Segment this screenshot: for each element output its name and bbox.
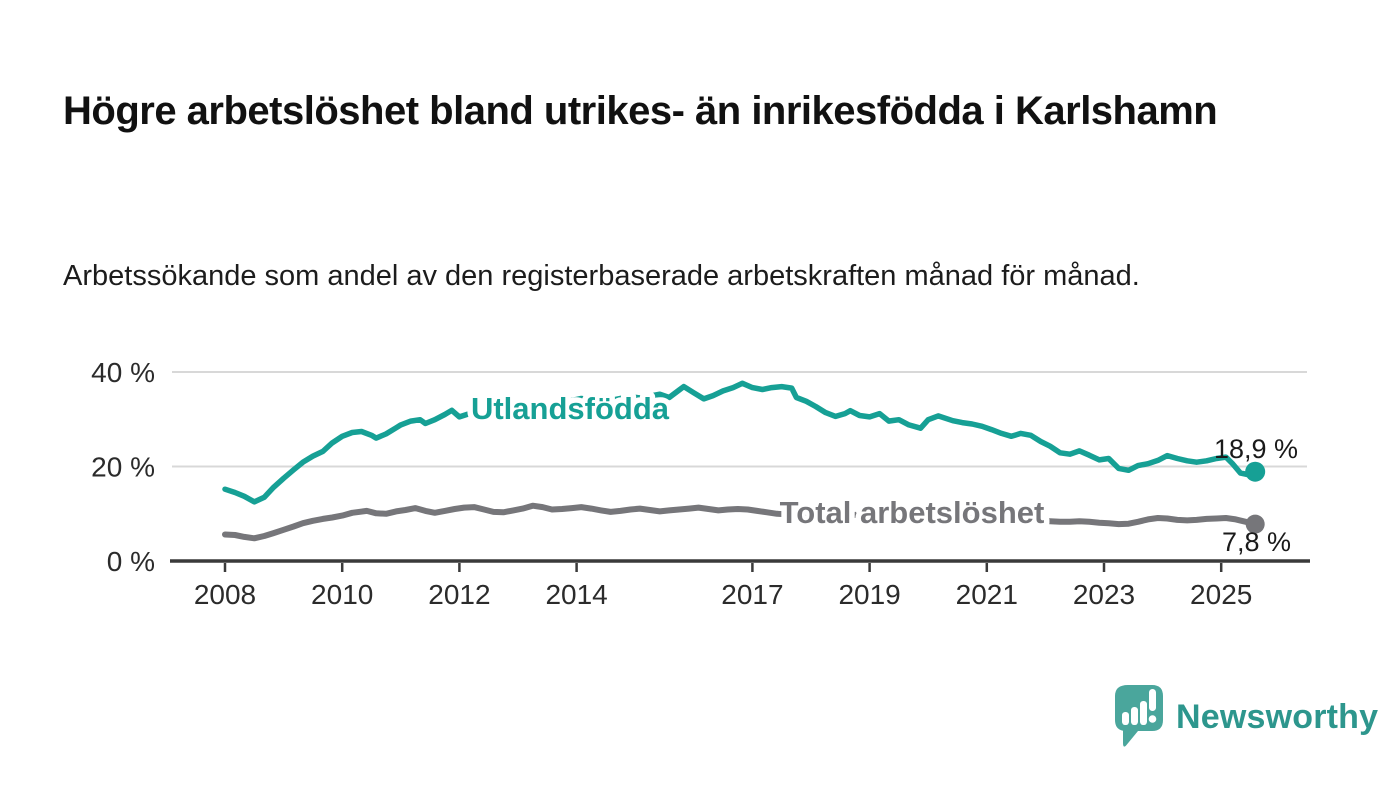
exclamation-bar-icon xyxy=(1149,689,1156,711)
brand-text: Newsworthy xyxy=(1176,697,1379,736)
bar-icon-small xyxy=(1122,712,1129,725)
series-label-total: Total arbetslöshet xyxy=(780,495,1045,530)
y-axis-label-20: 20 % xyxy=(91,451,155,482)
x-tick-label-2014: 2014 xyxy=(545,579,607,610)
x-tick-label-2017: 2017 xyxy=(721,579,783,610)
x-tick-label-2012: 2012 xyxy=(428,579,490,610)
x-tick-label-2025: 2025 xyxy=(1190,579,1252,610)
series-label-utlandsfodda: Utlandsfödda xyxy=(471,391,670,426)
bar-icon-medium xyxy=(1131,707,1138,725)
series-line-total xyxy=(222,502,1259,542)
series-line-utlandsfodda xyxy=(222,380,1258,505)
x-tick-label-2010: 2010 xyxy=(311,579,373,610)
y-axis-label-40: 40 % xyxy=(91,357,155,388)
page-title: Högre arbetslöshet bland utrikes- än inr… xyxy=(63,88,1218,133)
end-dot-total xyxy=(1245,514,1265,534)
x-tick-label-2019: 2019 xyxy=(838,579,900,610)
x-tick-label-2021: 2021 xyxy=(956,579,1018,610)
x-tick-label-2023: 2023 xyxy=(1073,579,1135,610)
x-tick-label-2008: 2008 xyxy=(194,579,256,610)
end-value-label-utlandsfodda: 18,9 % xyxy=(1214,434,1298,464)
end-dot-utlandsfodda xyxy=(1245,461,1266,482)
newsworthy-bubble-icon xyxy=(1115,685,1163,747)
end-value-label-total: 7,8 % xyxy=(1222,527,1291,557)
bar-icon-large xyxy=(1140,701,1147,725)
page-subtitle: Arbetssökande som andel av den registerb… xyxy=(63,260,1140,292)
exclamation-dot-icon xyxy=(1148,715,1157,723)
newsworthy-logo[interactable]: Newsworthy xyxy=(1113,683,1378,751)
y-axis-label-0: 0 % xyxy=(107,546,155,577)
